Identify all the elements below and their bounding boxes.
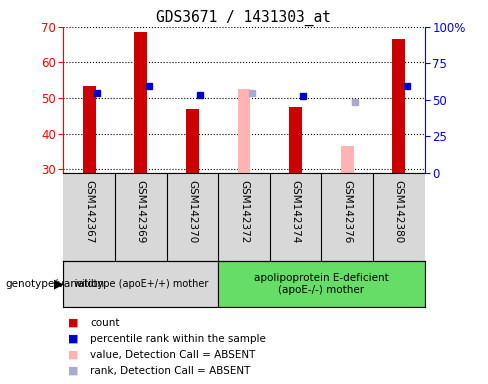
Text: wildtype (apoE+/+) mother: wildtype (apoE+/+) mother bbox=[74, 279, 208, 289]
Bar bbox=[218, 261, 425, 307]
Text: GSM142380: GSM142380 bbox=[394, 180, 404, 243]
Text: ■: ■ bbox=[68, 318, 79, 328]
Text: value, Detection Call = ABSENT: value, Detection Call = ABSENT bbox=[90, 350, 256, 360]
Bar bbox=[134, 32, 147, 173]
Text: apolipoprotein E-deficient
(apoE-/-) mother: apolipoprotein E-deficient (apoE-/-) mot… bbox=[254, 273, 389, 295]
Text: GSM142367: GSM142367 bbox=[84, 180, 94, 243]
Text: GSM142370: GSM142370 bbox=[187, 180, 198, 243]
Text: GSM142374: GSM142374 bbox=[290, 180, 301, 243]
Text: GSM142372: GSM142372 bbox=[239, 180, 249, 243]
Bar bbox=[341, 146, 354, 173]
Bar bbox=[83, 86, 96, 173]
Bar bbox=[186, 109, 199, 173]
Text: ■: ■ bbox=[68, 366, 79, 376]
Bar bbox=[238, 89, 250, 173]
Text: GSM142369: GSM142369 bbox=[136, 180, 146, 243]
Text: percentile rank within the sample: percentile rank within the sample bbox=[90, 334, 266, 344]
Text: GDS3671 / 1431303_at: GDS3671 / 1431303_at bbox=[157, 10, 331, 26]
Text: GSM142376: GSM142376 bbox=[342, 180, 352, 243]
Text: count: count bbox=[90, 318, 120, 328]
Text: genotype/variation: genotype/variation bbox=[5, 279, 104, 289]
Text: ■: ■ bbox=[68, 334, 79, 344]
Text: ▶: ▶ bbox=[54, 278, 63, 291]
Text: rank, Detection Call = ABSENT: rank, Detection Call = ABSENT bbox=[90, 366, 251, 376]
Bar bbox=[392, 39, 405, 173]
Bar bbox=[63, 261, 218, 307]
Text: ■: ■ bbox=[68, 350, 79, 360]
Bar bbox=[289, 107, 302, 173]
